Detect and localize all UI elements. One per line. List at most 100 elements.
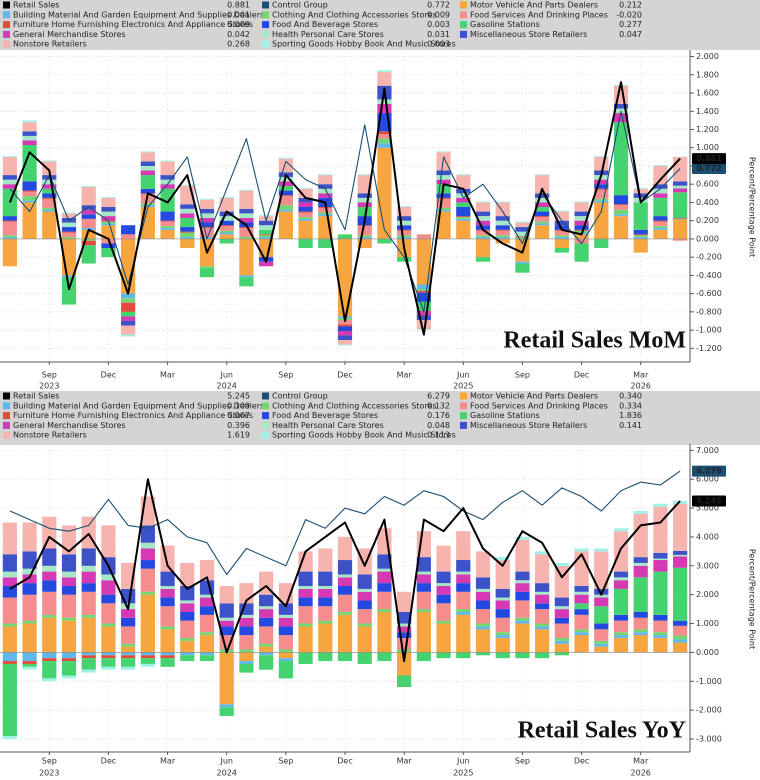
bar-segment bbox=[613, 632, 629, 636]
bar-segment bbox=[515, 591, 530, 601]
bar-segment bbox=[456, 220, 471, 239]
bar-segment bbox=[653, 216, 668, 221]
bar-segment bbox=[574, 591, 589, 595]
bar-segment bbox=[101, 655, 116, 659]
bar-segment bbox=[61, 571, 77, 578]
bar-segment bbox=[377, 611, 392, 653]
x-tick-label: Mar bbox=[397, 371, 413, 380]
bar-segment bbox=[61, 232, 77, 238]
bar-segment bbox=[416, 611, 431, 653]
bar-segment bbox=[337, 340, 353, 345]
bar-segment bbox=[397, 626, 412, 633]
bar-segment bbox=[61, 213, 77, 218]
bar-segment bbox=[633, 237, 648, 239]
bar-segment bbox=[337, 335, 353, 341]
bar-segment bbox=[613, 531, 629, 572]
bar-segment bbox=[475, 626, 491, 630]
bar-segment bbox=[22, 522, 37, 552]
bar-segment bbox=[633, 235, 648, 238]
y-tick-label: 2.000 bbox=[696, 590, 719, 599]
line-series bbox=[8, 81, 681, 336]
bar-segment bbox=[515, 623, 530, 653]
legend-value: 0.881 bbox=[227, 1, 250, 10]
bar-segment bbox=[416, 557, 431, 572]
bar-segment bbox=[298, 571, 313, 587]
legend-swatch bbox=[3, 392, 10, 400]
bar-segment bbox=[199, 198, 215, 200]
bar-segment bbox=[239, 663, 254, 673]
bar-segment bbox=[594, 238, 609, 249]
bar-segment bbox=[673, 642, 688, 653]
bar-segment bbox=[475, 623, 491, 627]
bar-segment bbox=[239, 614, 254, 618]
bar-segment bbox=[259, 225, 274, 230]
bar-segment bbox=[121, 320, 136, 326]
bar-segment bbox=[199, 266, 215, 269]
bar-segment bbox=[337, 586, 353, 595]
bar-segment bbox=[436, 198, 451, 208]
y-tick-label: 0.000 bbox=[696, 648, 719, 657]
bar-segment bbox=[81, 209, 96, 215]
bar-segment bbox=[318, 193, 333, 198]
bar-segment bbox=[42, 658, 57, 662]
bar-segment bbox=[456, 174, 471, 176]
bar-segment bbox=[239, 227, 254, 228]
x-tick-label: Sep bbox=[515, 371, 530, 380]
legend-label: Miscellaneous Store Retailers bbox=[470, 421, 587, 430]
bar-segment bbox=[259, 606, 274, 610]
legend-swatch bbox=[262, 11, 269, 19]
bar-segment bbox=[160, 229, 175, 239]
bar-segment bbox=[574, 225, 589, 230]
bar-segment bbox=[2, 216, 17, 221]
chart-annotation: Retail Sales MoM bbox=[503, 328, 686, 354]
bar-segment bbox=[594, 548, 609, 552]
bar-segment bbox=[61, 620, 77, 653]
bar-segment bbox=[673, 181, 688, 186]
bar-segment bbox=[199, 652, 215, 656]
x-tick-label: Dec bbox=[337, 371, 352, 380]
y-tick-label: 5.000 bbox=[696, 504, 719, 513]
bar-segment bbox=[574, 603, 589, 610]
bar-segment bbox=[101, 658, 116, 667]
bar-segment bbox=[574, 629, 589, 633]
bar-segment bbox=[337, 611, 353, 615]
bar-segment bbox=[515, 263, 530, 273]
bar-segment bbox=[219, 238, 234, 244]
bar-segment bbox=[278, 157, 293, 159]
bar-segment bbox=[377, 138, 392, 144]
bar-segment bbox=[673, 188, 688, 193]
bar-segment bbox=[2, 175, 17, 180]
bar-segment bbox=[535, 603, 550, 610]
bar-segment bbox=[613, 103, 629, 109]
bar-segment bbox=[633, 510, 648, 514]
bar-segment bbox=[357, 626, 372, 653]
legend-label: Furniture Home Furnishing Electronics An… bbox=[13, 20, 253, 29]
bar-segment bbox=[535, 223, 550, 226]
bar-segment bbox=[2, 221, 17, 236]
bar-segment bbox=[633, 238, 648, 253]
legend-label: Motor Vehicle And Parts Dealers bbox=[470, 392, 598, 401]
bar-segment bbox=[397, 623, 412, 627]
bar-segment bbox=[456, 652, 471, 659]
bar-segment bbox=[594, 640, 609, 644]
bar-segment bbox=[416, 574, 431, 584]
bar-segment bbox=[61, 277, 77, 305]
bar-segment bbox=[397, 649, 412, 653]
bar-segment bbox=[61, 227, 77, 232]
bar-segment bbox=[180, 185, 195, 187]
bar-segment bbox=[239, 189, 254, 191]
bar-segment bbox=[613, 214, 629, 217]
bar-segment bbox=[554, 637, 569, 641]
legend-label: Food And Beverage Stores bbox=[272, 20, 378, 29]
bar-segment bbox=[199, 222, 215, 228]
value-badge bbox=[692, 163, 726, 175]
bar-segment bbox=[574, 234, 589, 239]
bar-segment bbox=[673, 219, 688, 239]
x-year-label: 2023 bbox=[39, 382, 59, 391]
bar-segment bbox=[2, 235, 17, 238]
bar-segment bbox=[495, 237, 510, 239]
bar-segment bbox=[81, 583, 96, 592]
bar-segment bbox=[554, 210, 569, 212]
bar-segment bbox=[574, 551, 589, 587]
legend-label: Health Personal Care Stores bbox=[272, 421, 384, 430]
